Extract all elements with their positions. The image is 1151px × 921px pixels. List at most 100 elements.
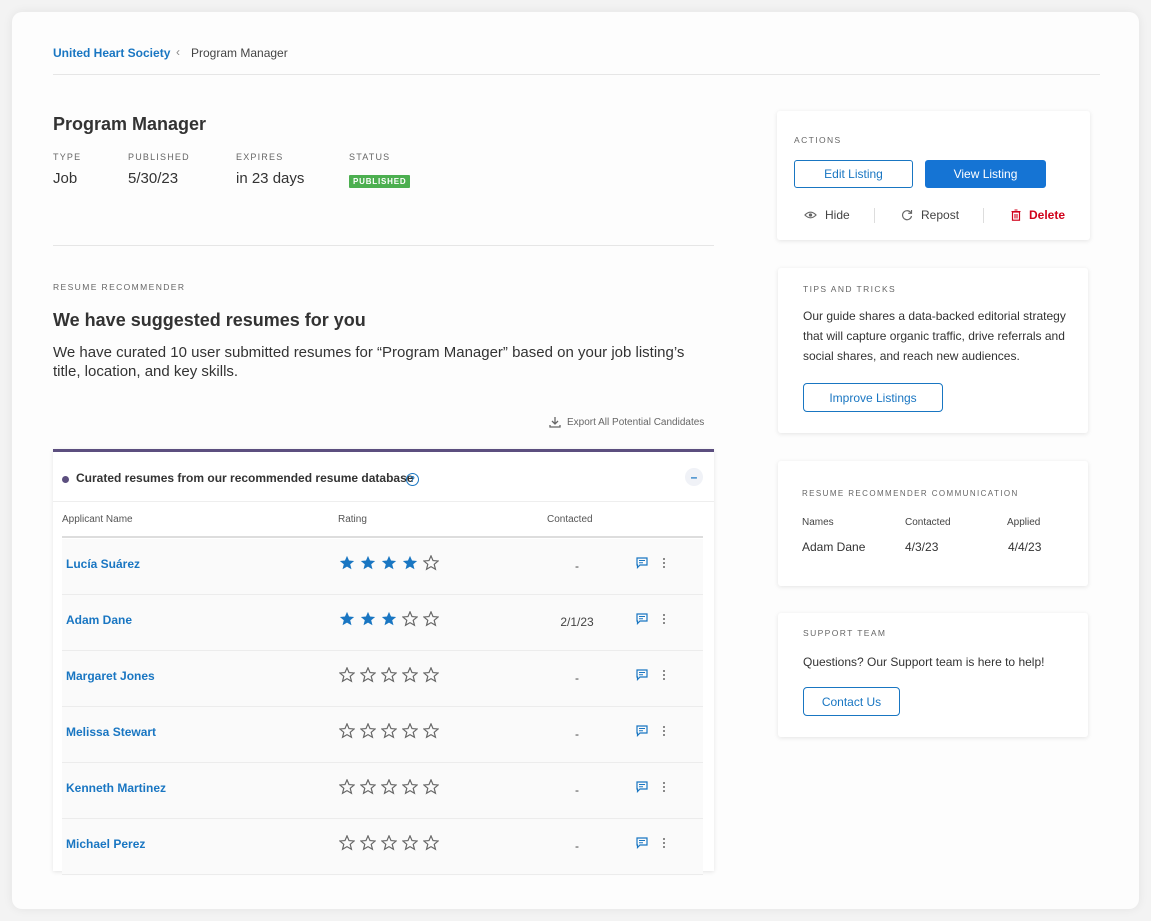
star-empty-icon[interactable]: [423, 779, 439, 795]
message-icon[interactable]: [636, 724, 648, 742]
star-empty-icon[interactable]: [402, 723, 418, 739]
applicant-name-link[interactable]: Adam Dane: [66, 613, 133, 627]
star-empty-icon[interactable]: [381, 723, 397, 739]
actions-label: ACTIONS: [794, 135, 842, 145]
contacted-value: -: [575, 783, 579, 797]
star-filled-icon[interactable]: [381, 611, 397, 627]
star-empty-icon[interactable]: [402, 779, 418, 795]
star-empty-icon[interactable]: [381, 835, 397, 851]
tips-label: TIPS AND TRICKS: [803, 284, 897, 294]
message-icon[interactable]: [636, 556, 648, 574]
comm-row-contacted: 4/3/23: [905, 540, 939, 554]
applicant-name-link[interactable]: Margaret Jones: [66, 669, 155, 683]
section-description: We have curated 10 user submitted resume…: [53, 344, 685, 380]
contacted-value: -: [575, 559, 579, 573]
star-empty-icon[interactable]: [381, 779, 397, 795]
contact-us-button[interactable]: Contact Us: [803, 687, 900, 716]
star-filled-icon[interactable]: [339, 555, 355, 571]
more-options-icon[interactable]: [659, 667, 669, 683]
rating-stars[interactable]: [339, 611, 439, 627]
edit-listing-button[interactable]: Edit Listing: [794, 160, 913, 188]
more-options-icon[interactable]: [659, 611, 669, 627]
message-icon[interactable]: [636, 668, 648, 686]
applicant-name-link[interactable]: Lucía Suárez: [66, 557, 141, 571]
export-label: Export All Potential Candidates: [567, 416, 705, 428]
breadcrumb-current: Program Manager: [191, 46, 288, 60]
star-empty-icon[interactable]: [402, 667, 418, 683]
view-listing-button[interactable]: View Listing: [925, 160, 1046, 188]
star-filled-icon[interactable]: [381, 555, 397, 571]
star-empty-icon[interactable]: [381, 667, 397, 683]
more-options-icon[interactable]: [659, 835, 669, 851]
help-icon[interactable]: ?: [406, 473, 419, 486]
comm-row-applied: 4/4/23: [1008, 540, 1042, 554]
improve-listings-button[interactable]: Improve Listings: [803, 383, 943, 412]
repost-button[interactable]: Repost: [901, 208, 959, 222]
comm-header-applied: Applied: [1007, 517, 1041, 528]
hide-button[interactable]: Hide: [804, 208, 850, 222]
contacted-value: -: [575, 727, 579, 741]
delete-label: Delete: [1029, 208, 1066, 222]
contacted-value: -: [575, 671, 579, 685]
comm-header-contacted: Contacted: [905, 517, 951, 528]
rating-stars[interactable]: [339, 779, 439, 795]
comm-header-names: Names: [802, 517, 834, 528]
section-title: We have suggested resumes for you: [53, 310, 366, 330]
star-empty-icon[interactable]: [423, 611, 439, 627]
expires-value: in 23 days: [236, 170, 305, 187]
published-value: 5/30/23: [128, 170, 179, 187]
message-icon[interactable]: [636, 612, 648, 630]
status-label: STATUS: [349, 152, 391, 162]
star-empty-icon[interactable]: [339, 835, 355, 851]
expires-label: EXPIRES: [236, 152, 284, 162]
star-empty-icon[interactable]: [339, 667, 355, 683]
column-header-contacted: Contacted: [547, 514, 593, 525]
resume-recommender-label: RESUME RECOMMENDER: [53, 282, 186, 292]
comm-row-name: Adam Dane: [802, 540, 866, 554]
star-empty-icon[interactable]: [423, 723, 439, 739]
star-empty-icon[interactable]: [402, 835, 418, 851]
star-filled-icon[interactable]: [339, 611, 355, 627]
more-options-icon[interactable]: [659, 779, 669, 795]
support-text: Questions? Our Support team is here to h…: [803, 655, 1045, 669]
star-empty-icon[interactable]: [360, 667, 376, 683]
star-filled-icon[interactable]: [360, 611, 376, 627]
applicant-name-link[interactable]: Michael Perez: [66, 837, 146, 851]
divider: [983, 208, 984, 223]
star-empty-icon[interactable]: [360, 779, 376, 795]
divider: [53, 245, 714, 246]
star-empty-icon[interactable]: [360, 723, 376, 739]
type-value: Job: [53, 170, 78, 187]
resume-table-card: Curated resumes from our recommended res…: [53, 449, 714, 875]
star-empty-icon[interactable]: [423, 835, 439, 851]
applicant-name-link[interactable]: Melissa Stewart: [66, 725, 157, 739]
star-empty-icon[interactable]: [402, 611, 418, 627]
star-empty-icon[interactable]: [423, 667, 439, 683]
more-options-icon[interactable]: [659, 555, 669, 571]
delete-button[interactable]: Delete: [1011, 208, 1065, 222]
star-filled-icon[interactable]: [360, 555, 376, 571]
more-options-icon[interactable]: [659, 723, 669, 739]
star-empty-icon[interactable]: [360, 835, 376, 851]
refresh-icon: [901, 210, 913, 221]
table-row: Margaret Jones -: [62, 651, 703, 707]
collapse-button[interactable]: –: [685, 468, 703, 486]
contacted-value: -: [575, 839, 579, 853]
rating-stars[interactable]: [339, 835, 439, 851]
message-icon[interactable]: [636, 780, 648, 798]
rating-stars[interactable]: [339, 667, 439, 683]
table-row: Lucía Suárez -: [62, 539, 703, 595]
download-icon: [549, 417, 561, 428]
applicant-name-link[interactable]: Kenneth Martinez: [66, 781, 167, 795]
breadcrumb-parent-link[interactable]: United Heart Society: [53, 46, 171, 60]
star-empty-icon[interactable]: [339, 779, 355, 795]
star-filled-icon[interactable]: [402, 555, 418, 571]
rating-stars[interactable]: [339, 555, 439, 571]
export-candidates-button[interactable]: Export All Potential Candidates: [549, 416, 704, 428]
rating-stars[interactable]: [339, 723, 439, 739]
star-empty-icon[interactable]: [423, 555, 439, 571]
type-label: TYPE: [53, 152, 82, 162]
table-heading: Curated resumes from our recommended res…: [76, 471, 414, 485]
message-icon[interactable]: [636, 836, 648, 854]
star-empty-icon[interactable]: [339, 723, 355, 739]
